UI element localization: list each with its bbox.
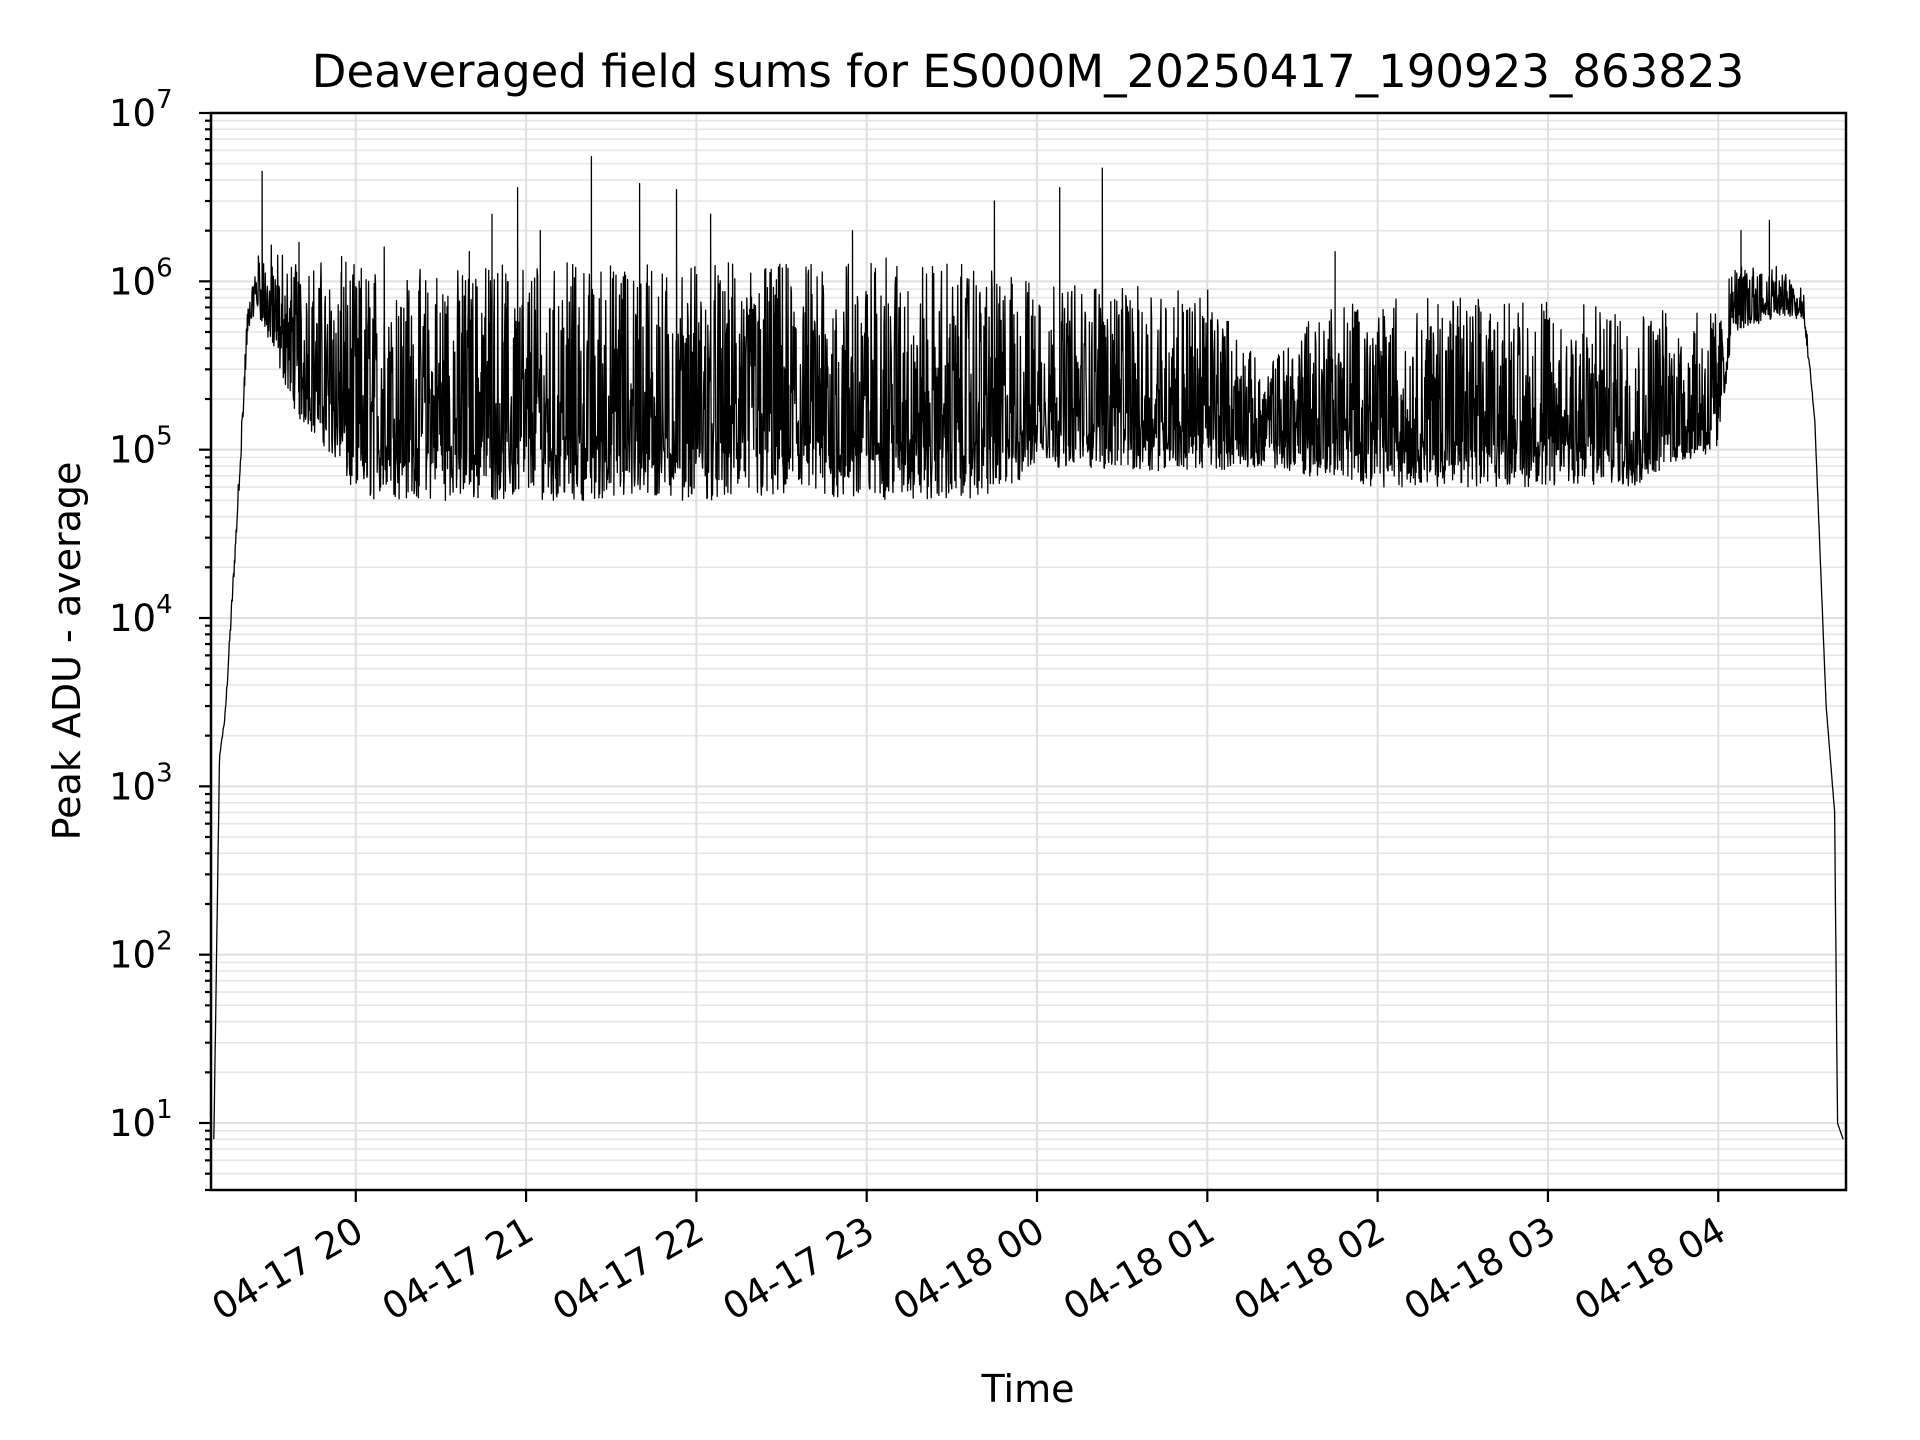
y-tick-label-exponent: 2 — [156, 927, 173, 957]
y-tick-label-base: 10 — [109, 934, 156, 977]
x-axis: 04-17 20 04-17 21 04-17 22 04-17 23 04-18 00… — [205, 1190, 1733, 1329]
series-group — [213, 156, 1844, 1140]
y-tick-label-exponent: 3 — [156, 758, 173, 788]
y-axis-label: Peak ADU - average — [45, 462, 89, 841]
y-tick-label: 101 — [109, 1095, 173, 1145]
x-tick-label: 04-17 21 — [375, 1209, 541, 1329]
x-tick-label: 04-17 22 — [545, 1209, 711, 1329]
y-tick-label-exponent: 5 — [156, 422, 173, 452]
y-tick-label-exponent: 1 — [156, 1095, 173, 1125]
x-tick-label: 04-17 20 — [205, 1209, 371, 1329]
y-tick-label-exponent: 7 — [156, 85, 173, 115]
major-gridlines — [211, 112, 1846, 1190]
x-tick-label: 04-18 00 — [886, 1209, 1052, 1329]
y-tick-label: 105 — [109, 422, 173, 472]
y-tick-label-exponent: 4 — [156, 590, 173, 620]
y-tick-label: 106 — [109, 253, 173, 303]
y-tick-label-base: 10 — [109, 765, 156, 808]
series-line — [213, 156, 1844, 1140]
y-tick-label-base: 10 — [109, 92, 156, 135]
y-tick-label: 107 — [109, 85, 173, 135]
y-tick-label-base: 10 — [109, 1102, 156, 1145]
y-tick-label: 102 — [109, 927, 173, 977]
y-tick-label-base: 10 — [109, 429, 156, 472]
chart-title: Deaveraged field sums for ES000M_2025041… — [312, 45, 1744, 98]
y-tick-label: 104 — [109, 590, 173, 640]
y-tick-label: 103 — [109, 758, 173, 808]
y-tick-label-exponent: 6 — [156, 253, 173, 283]
x-tick-label: 04-18 04 — [1567, 1209, 1733, 1329]
y-tick-label-base: 10 — [109, 597, 156, 640]
x-tick-label: 04-18 02 — [1227, 1209, 1393, 1329]
x-tick-label: 04-17 23 — [716, 1209, 882, 1329]
x-tick-label: 04-18 03 — [1397, 1209, 1563, 1329]
y-tick-label-base: 10 — [109, 260, 156, 303]
plot-frame — [209, 111, 1848, 1192]
x-axis-label: Time — [981, 1367, 1075, 1411]
x-tick-label: 04-18 01 — [1056, 1209, 1222, 1329]
